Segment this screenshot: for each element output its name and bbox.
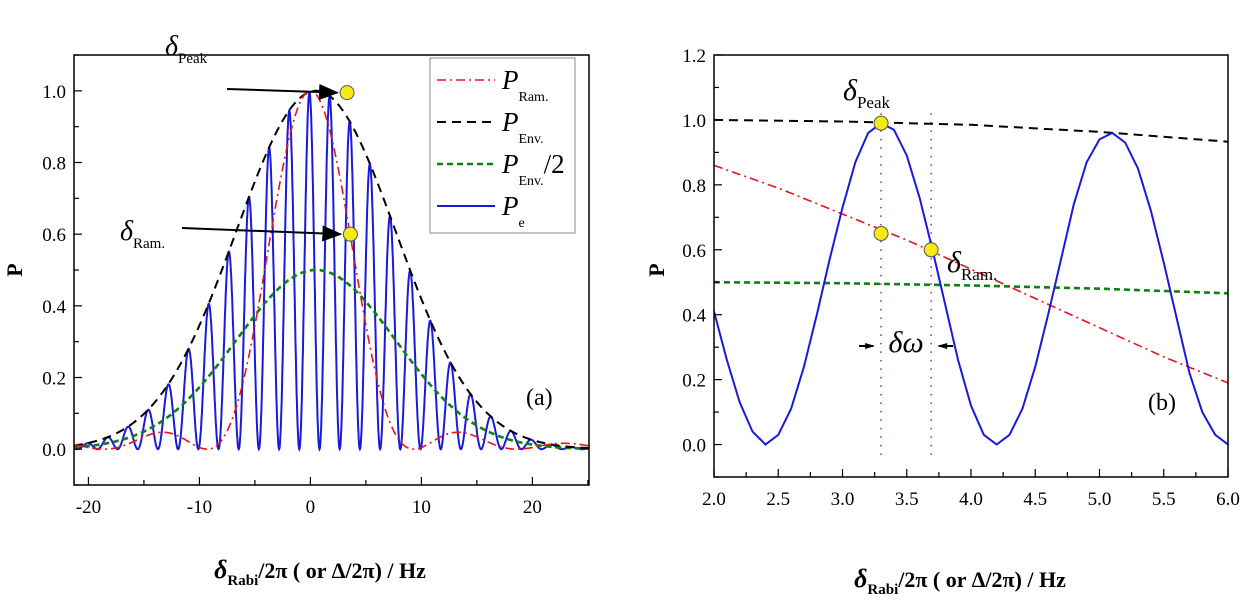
x-title-delta-b: δ — [854, 564, 867, 593]
annotation-marker — [342, 226, 358, 242]
legend-label: PRam. — [501, 65, 548, 105]
x-title-delta-a: δ — [214, 555, 227, 584]
legend-label: Pe — [501, 191, 525, 231]
y-tick-label: 0.4 — [42, 297, 66, 318]
annotation-label-main: δ — [947, 246, 962, 279]
annotation-arrow — [181, 225, 343, 242]
legend-frame — [429, 57, 576, 234]
panel-a: -20 -10 0 10 200.00.20.40.60.81.0 P δRabi/2π… — [2, 31, 590, 589]
annotation-label-sub: Peak — [857, 93, 891, 112]
annotation-label-sub: Ram. — [133, 236, 165, 252]
x-axis-title-b: δRabi/2π ( or Δ/2π) / Hz — [854, 564, 1066, 598]
legend-label-main: P — [501, 65, 519, 95]
y-tick-label: 0.8 — [682, 176, 706, 197]
x-tick-label: 3.5 — [895, 489, 919, 510]
legend-label: PEnv. — [501, 107, 544, 147]
annotation-label-sub: Ram. — [961, 265, 997, 284]
annotation-label: δRam. — [120, 216, 165, 252]
x-title-rest-b: /2π ( or Δ/2π) / Hz — [897, 567, 1066, 592]
x-tick-label: -10 — [187, 497, 212, 518]
y-tick-label: 0.6 — [42, 225, 66, 246]
y-axis-title-b: P — [644, 263, 669, 276]
series-line-penv — [714, 280, 1228, 295]
series-line-penv — [714, 118, 1228, 143]
y-axis-title-a: P — [2, 263, 27, 276]
annotation-marker — [923, 242, 939, 258]
x-title-sub-b: Rabi — [867, 582, 898, 598]
panel-label-b: (b) — [1148, 390, 1176, 416]
legend-label-main: P — [501, 107, 519, 137]
x-tick-label: 0 — [306, 497, 316, 518]
annotation-marker — [873, 115, 889, 131]
y-tick-label: 0.4 — [682, 306, 706, 327]
series-line-penv — [74, 268, 589, 450]
x-tick-label: -20 — [76, 497, 101, 518]
legend-label: PEnv./2 — [501, 149, 565, 189]
ticks-a: -20 -10 0 10 20 0.0 0.2 0.4 0.6 0.8 1.0 — [42, 54, 589, 518]
annotation-label-main: δ — [165, 31, 179, 62]
x-tick-label: 2.0 — [702, 489, 726, 510]
legend-a: PRam.PEnv.PEnv./2Pe — [429, 57, 576, 234]
delta-omega-label: δω — [889, 326, 924, 359]
annotation-label-main: δ — [843, 74, 858, 107]
annotation-marker — [873, 226, 889, 242]
x-axis-title-a: δRabi/2π ( or Δ/2π) / Hz — [214, 555, 426, 589]
x-tick-label: 2.5 — [766, 489, 790, 510]
x-tick-label: 6.0 — [1216, 489, 1240, 510]
annotation-arrow — [226, 84, 340, 101]
x-title-sub-a: Rabi — [227, 573, 258, 589]
panel-b: 2.0 2.5 3.0 3.5 4.0 4.5 5.0 5.5 6.0 0.0 0.2 0.4 0.6 0… — [644, 46, 1240, 598]
plot-area-b — [714, 113, 1228, 461]
annotation-label: δRam. — [947, 246, 997, 284]
y-tick-label: 1.2 — [682, 46, 706, 67]
y-tick-label: 0.0 — [42, 440, 66, 461]
legend-label-suffix: /2 — [544, 149, 565, 179]
annotation-label-sub: Peak — [178, 51, 208, 67]
legend-label-sub: e — [519, 216, 525, 231]
x-tick-label: 5.5 — [1152, 489, 1176, 510]
y-tick-label: 0.0 — [682, 436, 706, 457]
annotation-label-main: δ — [120, 216, 134, 247]
series-line-pe — [714, 122, 1228, 446]
annotation-marker — [339, 85, 355, 101]
x-tick-label: 4.5 — [1023, 489, 1047, 510]
annotation-label: δPeak — [843, 74, 890, 112]
series-line-pram — [74, 90, 589, 450]
legend-label-sub: Ram. — [519, 90, 549, 105]
panel-label-a: (a) — [526, 385, 553, 411]
y-tick-label: 0.2 — [682, 371, 706, 392]
x-tick-label: 3.0 — [831, 489, 855, 510]
legend-label-main: P — [501, 149, 519, 179]
legend-label-main: P — [501, 191, 519, 221]
y-tick-label: 1.0 — [682, 111, 706, 132]
legend-label-sub: Env. — [519, 132, 544, 147]
y-tick-label: 1.0 — [42, 82, 66, 103]
x-tick-label: 4.0 — [959, 489, 983, 510]
x-title-rest-a: /2π ( or Δ/2π) / Hz — [257, 558, 426, 583]
x-tick-label: 20 — [523, 497, 542, 518]
y-tick-label: 0.8 — [42, 154, 66, 175]
annotation-label: δPeak — [165, 31, 208, 67]
series-line-pe — [74, 90, 589, 452]
legend-label-sub: Env. — [519, 174, 544, 189]
y-tick-label: 0.6 — [682, 241, 706, 262]
ticks-b: 2.0 2.5 3.0 3.5 4.0 4.5 5.0 5.5 6.0 0.0 0.2 0.4 0.6 0… — [682, 46, 1240, 510]
y-tick-label: 0.2 — [42, 369, 66, 390]
x-tick-label: 5.0 — [1088, 489, 1112, 510]
x-tick-label: 10 — [412, 497, 431, 518]
